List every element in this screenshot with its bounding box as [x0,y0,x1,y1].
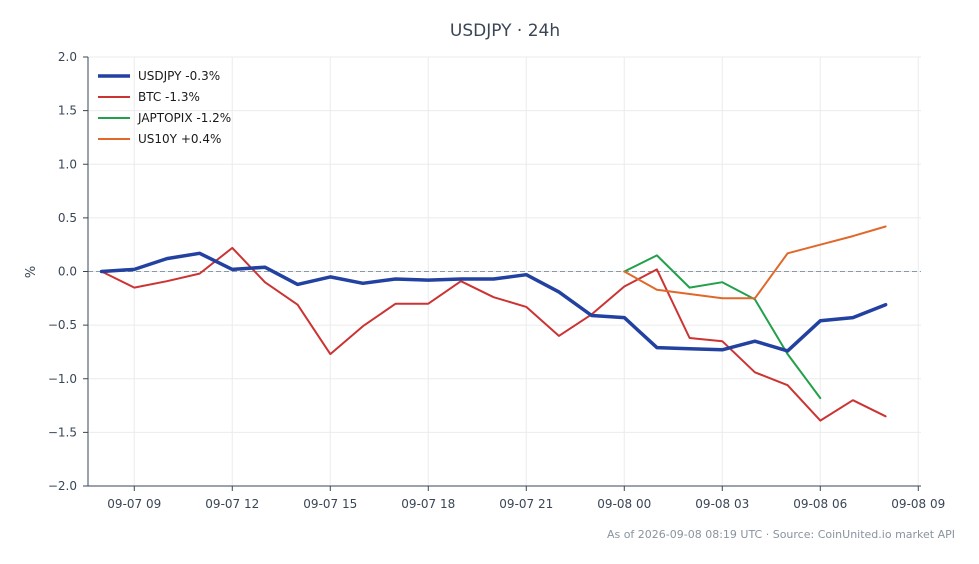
grid-lines [88,56,921,487]
legend-label: JAPTOPIX -1.2% [137,111,231,125]
y-tick-label: −2.0 [48,479,77,493]
x-tick-label: 09-08 09 [891,497,945,511]
y-tick-label: −1.0 [48,372,77,386]
x-tick-label: 09-08 03 [695,497,749,511]
x-tick-label: 09-07 12 [205,497,259,511]
legend-label: BTC -1.3% [138,90,200,104]
axes: 2.0 1.5 1.0 0.5 0.0 −0.5 −1.0 −1.5 −2.0 09-07 09 0… [48,50,945,511]
x-tick-label: 09-07 18 [401,497,455,511]
y-tick-label: −0.5 [48,318,77,332]
x-tick-label: 09-07 21 [499,497,553,511]
y-tick-label: 0.5 [58,211,77,225]
y-axis-label: % [24,266,39,278]
chart-title: USDJPY · 24h [450,21,560,41]
series-line-us10y [623,225,887,300]
series-lines [99,225,888,422]
legend-label: USDJPY -0.3% [138,69,220,83]
y-tick-label: 1.0 [58,157,77,171]
x-tick-label: 09-08 00 [597,497,651,511]
y-tick-label: 2.0 [58,50,77,64]
series-line-usdjpy [99,251,888,353]
series-line-japtopix [623,254,822,400]
legend: USDJPY -0.3% BTC -1.3% JAPTOPIX -1.2% US10Y… [98,69,231,146]
legend-label: US10Y +0.4% [138,132,221,146]
footer-source-note: As of 2026-09-08 08:19 UTC · Source: Coi… [607,528,955,541]
y-tick-label: 1.5 [58,104,77,118]
x-tick-label: 09-07 15 [303,497,357,511]
x-tick-label: 09-07 09 [107,497,161,511]
y-tick-label: −1.5 [48,425,77,439]
series-line-btc [100,246,887,422]
y-tick-label: 0.0 [58,265,77,279]
x-tick-label: 09-08 06 [793,497,847,511]
